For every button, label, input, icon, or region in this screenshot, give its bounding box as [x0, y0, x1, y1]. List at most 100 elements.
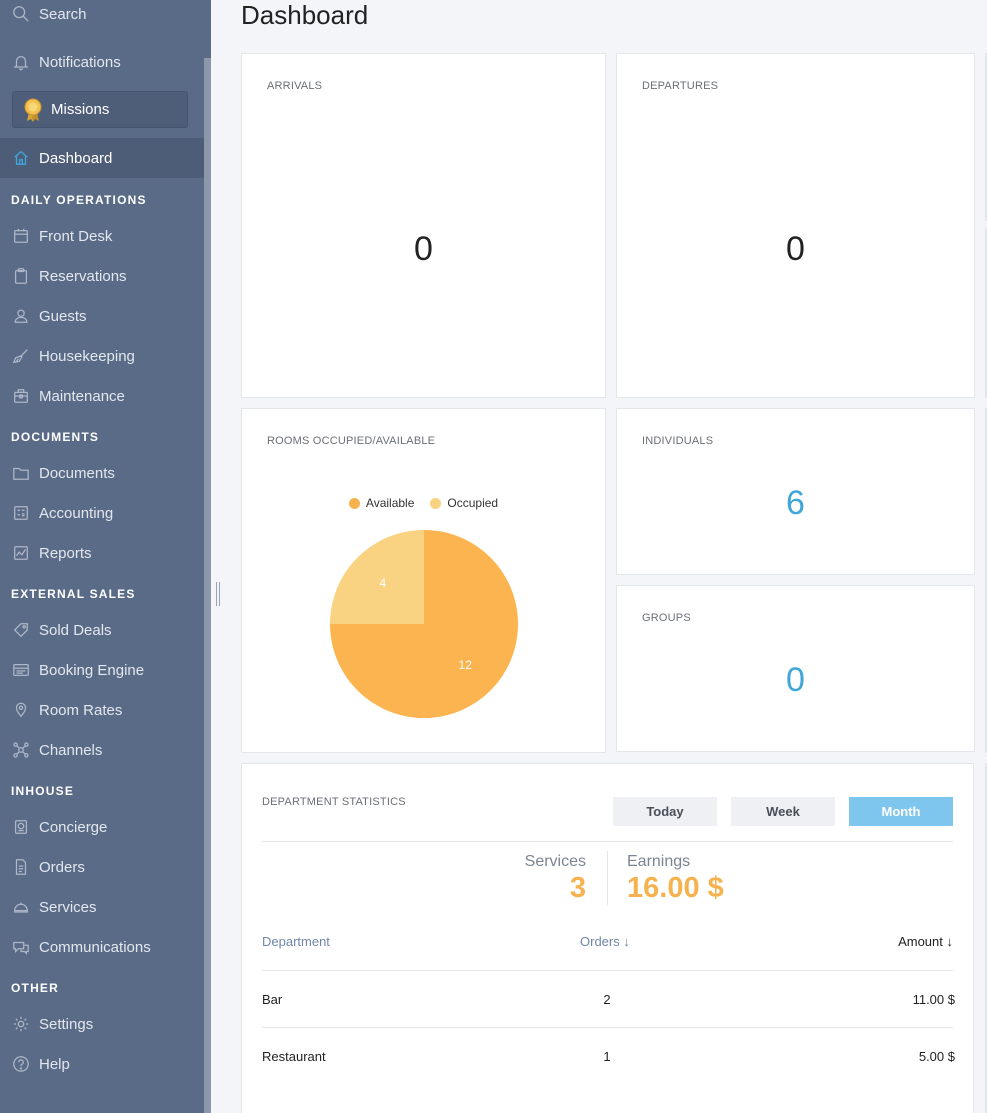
sidebar-item-settings[interactable]: Settings [0, 1004, 204, 1044]
offscreen-card-edge [985, 408, 987, 753]
sidebar-item-notifications[interactable]: Notifications [0, 42, 204, 82]
period-week-button[interactable]: Week [731, 797, 835, 826]
department-stats-card: DEPARTMENT STATISTICS Today Week Month S… [241, 763, 974, 1113]
sidebar-item-accounting[interactable]: Accounting [0, 493, 204, 533]
sidebar-item-sold-deals[interactable]: Sold Deals [0, 610, 204, 650]
report-icon [11, 543, 31, 563]
column-header-amount[interactable]: Amount ↓ [898, 934, 953, 949]
individuals-value: 6 [786, 484, 805, 522]
individuals-label: INDIVIDUALS [642, 435, 714, 447]
sidebar-item-maintenance[interactable]: Maintenance [0, 376, 204, 416]
broom-icon [11, 346, 31, 366]
sidebar-item-label: Services [39, 898, 97, 916]
groups-card: GROUPS 0 [616, 585, 975, 752]
pie-slice-label-available: 12 [459, 658, 473, 672]
sidebar-item-housekeeping[interactable]: Housekeeping [0, 336, 204, 376]
calculator-icon [11, 503, 31, 523]
table-divider [262, 970, 953, 971]
cell-orders: 1 [603, 1049, 611, 1064]
arrivals-value: 0 [414, 230, 433, 268]
sidebar-item-booking-engine[interactable]: Booking Engine [0, 650, 204, 690]
section-inhouse: INHOUSE [11, 784, 75, 798]
sidebar-item-services[interactable]: Services [0, 887, 204, 927]
missions-button[interactable]: Missions [12, 91, 188, 128]
legend-item-occupied[interactable]: Occupied [430, 496, 498, 510]
period-month-button[interactable]: Month [849, 797, 953, 826]
browser-icon [11, 660, 31, 680]
medal-icon [24, 98, 42, 122]
legend-item-available[interactable]: Available [348, 496, 414, 510]
cloche-icon [11, 897, 31, 917]
sidebar-item-label: Channels [39, 741, 103, 759]
pie-chart: 12 4 [330, 530, 518, 718]
sidebar-item-communications[interactable]: Communications [0, 927, 204, 967]
rooms-chart-card: ROOMS OCCUPIED/AVAILABLE Available Occup… [241, 408, 606, 753]
department-stats-title: DEPARTMENT STATISTICS [262, 796, 406, 808]
legend-label-occupied: Occupied [447, 496, 499, 510]
search-icon [11, 4, 31, 24]
table-row[interactable]: Bar 2 11.00 $ [242, 971, 975, 1027]
sidebar-item-label: Settings [39, 1015, 94, 1033]
services-value: 3 [569, 872, 586, 904]
sidebar-item-dashboard[interactable]: Dashboard [0, 138, 204, 178]
calendar-icon [11, 226, 31, 246]
sidebar-item-label: Front Desk [39, 227, 113, 245]
chart-legend: Available Occupied [242, 496, 605, 510]
sidebar-scrollbar[interactable] [204, 58, 211, 1113]
sidebar-item-label: Maintenance [39, 387, 125, 405]
sidebar-item-guests[interactable]: Guests [0, 296, 204, 336]
stats-separator [607, 851, 608, 905]
period-today-button[interactable]: Today [613, 797, 717, 826]
sidebar-search[interactable]: Search [0, 0, 204, 34]
divider [262, 841, 953, 842]
departures-label: DEPARTURES [642, 80, 719, 92]
tag-icon [11, 620, 31, 640]
home-icon [11, 148, 31, 168]
sidebar-item-label: Reservations [39, 267, 127, 285]
sidebar-item-label: Dashboard [39, 149, 113, 167]
cell-amount: 11.00 $ [912, 992, 955, 1007]
sidebar-item-front-desk[interactable]: Front Desk [0, 216, 204, 256]
sidebar-item-label: Communications [39, 938, 151, 956]
help-icon [11, 1054, 31, 1074]
section-documents: DOCUMENTS [11, 430, 100, 444]
toolbox-icon [11, 386, 31, 406]
pie-slice-label-occupied: 4 [379, 576, 386, 590]
sidebar-item-label: Documents [39, 464, 115, 482]
section-external-sales: EXTERNAL SALES [11, 587, 136, 601]
column-header-department[interactable]: Department [262, 934, 330, 949]
sidebar-item-help[interactable]: Help [0, 1044, 204, 1084]
departures-value: 0 [786, 230, 805, 268]
sidebar-item-label: Reports [39, 544, 92, 562]
sidebar-item-label: Orders [39, 858, 85, 876]
sidebar-item-orders[interactable]: Orders [0, 847, 204, 887]
arrivals-label: ARRIVALS [267, 80, 323, 92]
document-icon [11, 857, 31, 877]
section-other: OTHER [11, 981, 59, 995]
pie-slice-occupied[interactable] [330, 530, 424, 624]
resize-handle[interactable] [216, 582, 220, 606]
cell-department: Bar [262, 992, 283, 1007]
offscreen-card-edge [985, 763, 987, 1113]
sidebar-item-concierge[interactable]: Concierge [0, 807, 204, 847]
arrivals-card: ARRIVALS 0 [241, 53, 606, 398]
cell-amount: 5.00 $ [918, 1049, 955, 1064]
sidebar-item-room-rates[interactable]: Room Rates [0, 690, 204, 730]
sidebar-item-label: Concierge [39, 818, 108, 836]
sidebar-item-channels[interactable]: Channels [0, 730, 204, 770]
legend-swatch-occupied [430, 497, 442, 509]
cell-department: Restaurant [262, 1049, 326, 1064]
map-pin-icon [11, 700, 31, 720]
user-icon [11, 306, 31, 326]
search-label: Search [39, 5, 87, 23]
sidebar-item-documents[interactable]: Documents [0, 453, 204, 493]
rooms-chart-title: ROOMS OCCUPIED/AVAILABLE [267, 435, 436, 447]
sidebar-item-label: Guests [39, 307, 87, 325]
offscreen-card-edge [985, 228, 987, 398]
sidebar-item-label: Booking Engine [39, 661, 145, 679]
services-label: Services [524, 853, 586, 870]
sidebar-item-reports[interactable]: Reports [0, 533, 204, 573]
column-header-orders[interactable]: Orders ↓ [580, 934, 630, 949]
table-row[interactable]: Restaurant 1 5.00 $ [242, 1028, 975, 1084]
sidebar-item-reservations[interactable]: Reservations [0, 256, 204, 296]
